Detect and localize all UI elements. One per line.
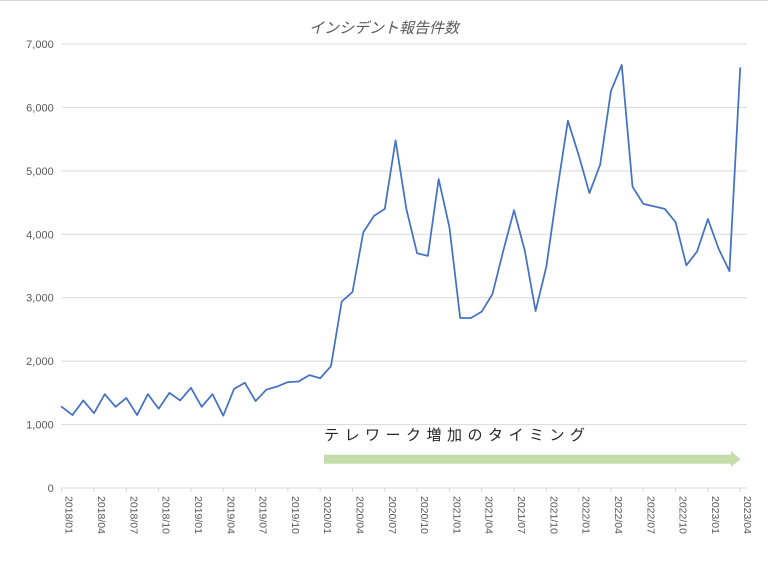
svg-text:2020/01: 2020/01	[321, 496, 333, 534]
svg-text:2023/04: 2023/04	[741, 496, 753, 534]
svg-text:5,000: 5,000	[26, 166, 54, 178]
svg-text:2020/10: 2020/10	[418, 496, 430, 534]
svg-text:2018/04: 2018/04	[95, 496, 107, 534]
svg-text:0: 0	[48, 483, 54, 495]
svg-text:2019/07: 2019/07	[257, 496, 269, 534]
svg-text:4,000: 4,000	[26, 229, 54, 241]
svg-text:2021/04: 2021/04	[483, 496, 495, 534]
svg-text:6,000: 6,000	[26, 102, 54, 114]
svg-text:2022/10: 2022/10	[677, 496, 689, 534]
svg-text:2022/04: 2022/04	[612, 496, 624, 534]
svg-text:2022/01: 2022/01	[580, 496, 592, 534]
svg-text:2019/04: 2019/04	[224, 496, 236, 534]
svg-text:2023/01: 2023/01	[709, 496, 721, 534]
svg-text:2019/01: 2019/01	[192, 496, 204, 534]
svg-text:2,000: 2,000	[26, 356, 54, 368]
svg-text:2018/10: 2018/10	[160, 496, 172, 534]
svg-text:2021/07: 2021/07	[515, 496, 527, 534]
svg-text:2020/07: 2020/07	[386, 496, 398, 534]
svg-text:2018/07: 2018/07	[127, 496, 139, 534]
svg-text:7,000: 7,000	[26, 39, 54, 51]
svg-text:2018/01: 2018/01	[63, 496, 75, 534]
svg-text:2020/04: 2020/04	[353, 496, 365, 534]
svg-text:2021/01: 2021/01	[450, 496, 462, 534]
svg-text:1,000: 1,000	[26, 420, 54, 432]
svg-text:3,000: 3,000	[26, 293, 54, 305]
svg-text:2021/10: 2021/10	[547, 496, 559, 534]
svg-text:2022/07: 2022/07	[644, 496, 656, 534]
svg-text:2019/10: 2019/10	[289, 496, 301, 534]
